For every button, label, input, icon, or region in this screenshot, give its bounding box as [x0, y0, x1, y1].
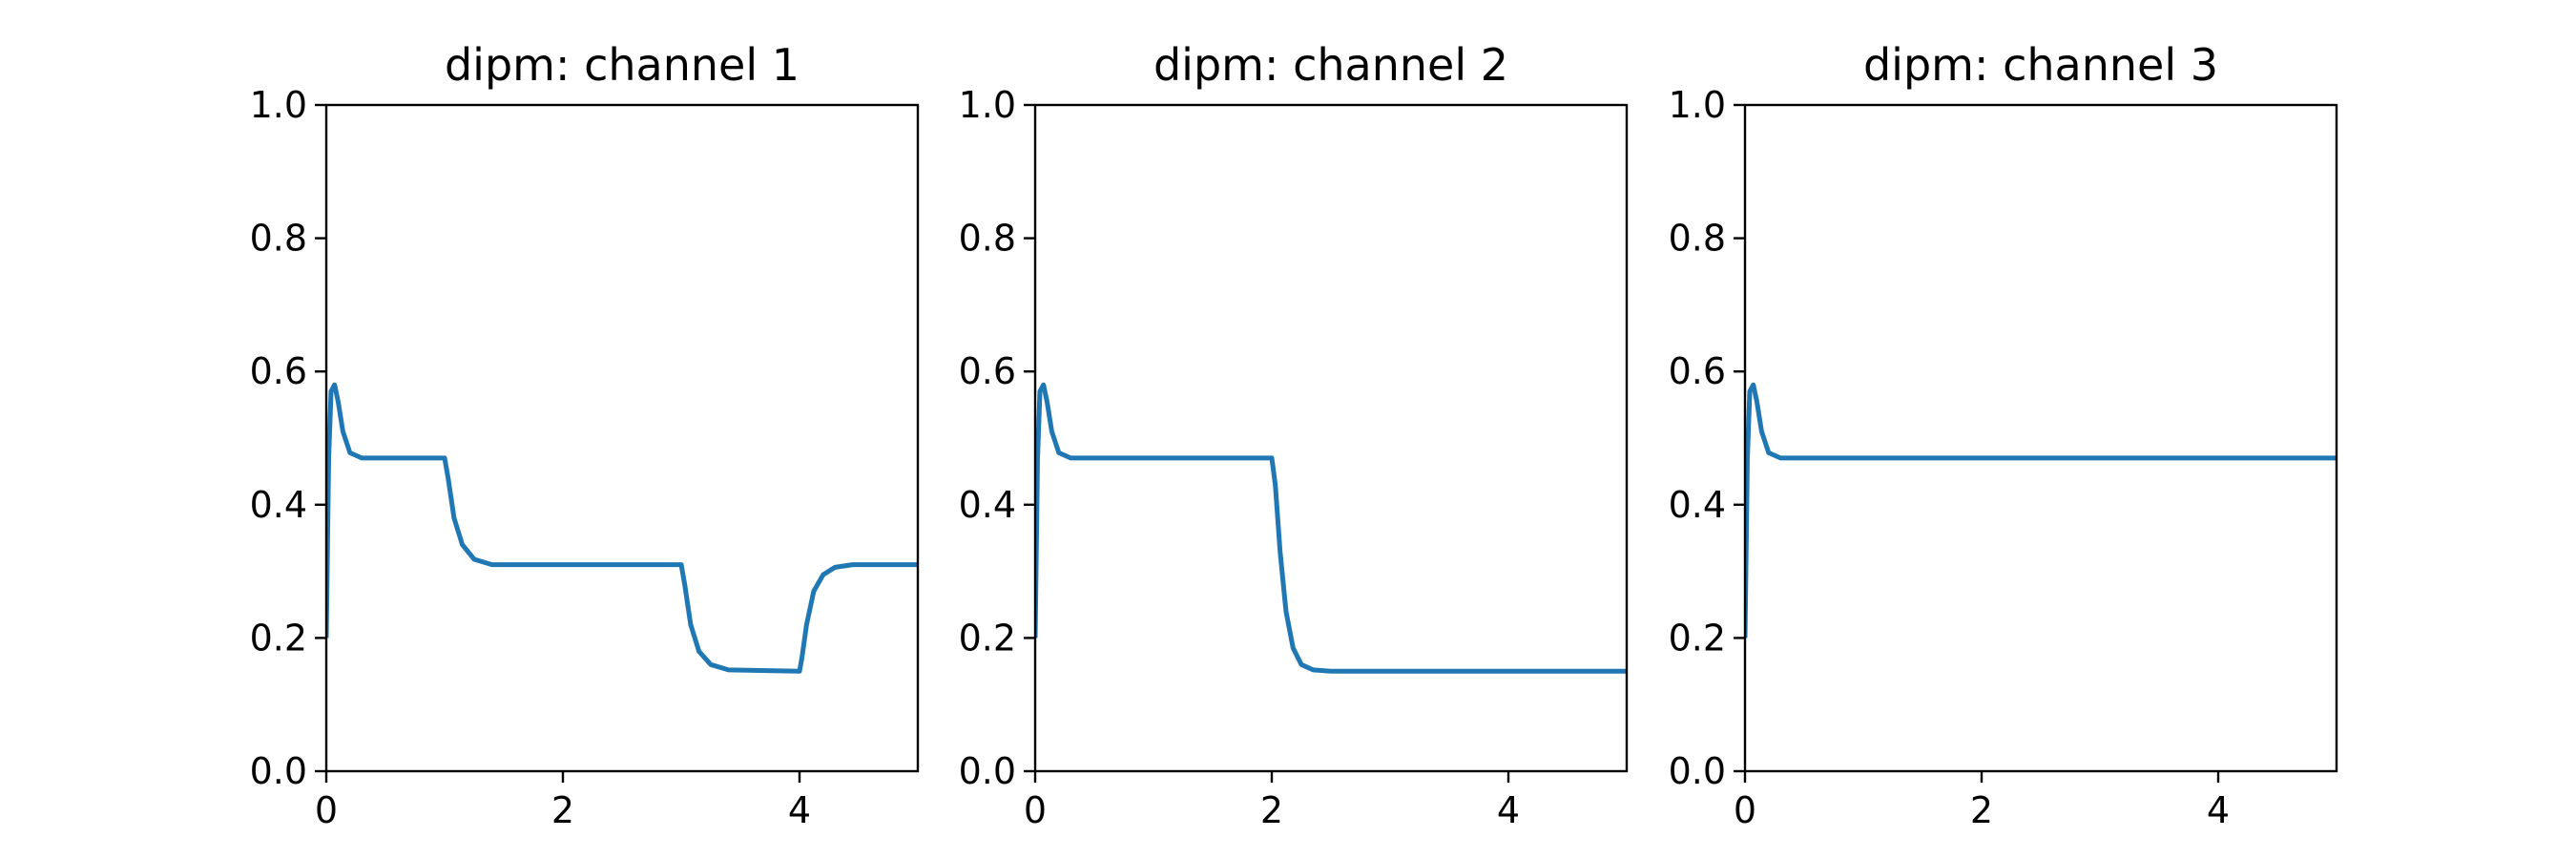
chart-title: dipm: channel 2 [1153, 39, 1508, 91]
chart-panel-2: 0.0 0.2 0.4 0.6 0.8 1.0 0 2 4 dipm: channel 2 [959, 39, 1629, 831]
y-tick-label: 0.6 [1669, 350, 1726, 392]
y-tick-label: 1.0 [250, 84, 307, 126]
series-line-1 [326, 382, 918, 674]
y-tick-label: 1.0 [959, 84, 1016, 126]
y-tick-label: 0.6 [959, 350, 1016, 392]
y-tick-label: 0.0 [250, 750, 307, 792]
y-tick-label: 0.8 [1669, 218, 1726, 260]
axes-frame [324, 103, 920, 773]
axes-frame [1743, 103, 2338, 773]
axes-frame [1033, 103, 1629, 773]
y-tick-label: 0.8 [959, 218, 1016, 260]
y-tick-label: 1.0 [1669, 84, 1726, 126]
x-tick-label: 2 [551, 789, 574, 831]
y-tick-label: 0.0 [1669, 750, 1726, 792]
series-line-1 [1745, 382, 2337, 639]
y-tick-label: 0.4 [250, 484, 307, 526]
chart-panel-1: 0.0 0.2 0.4 0.6 0.8 1.0 0 2 4 dipm: channel 1 [250, 39, 920, 831]
y-tick-label: 0.4 [959, 484, 1016, 526]
series-line-1 [1035, 382, 1627, 674]
x-tick-label: 4 [1497, 789, 1520, 831]
y-tick-label: 0.2 [959, 617, 1016, 659]
x-tick-label: 2 [1260, 789, 1283, 831]
x-tick-label: 4 [788, 789, 811, 831]
y-tick-label: 0.2 [1669, 617, 1726, 659]
y-tick-label: 0.4 [1669, 484, 1726, 526]
chart-panel-3: 0.0 0.2 0.4 0.6 0.8 1.0 0 2 4 dipm: channel 3 [1669, 39, 2338, 831]
y-tick-label: 0.8 [250, 218, 307, 260]
x-tick-label: 0 [1734, 789, 1756, 831]
chart-title: dipm: channel 3 [1863, 39, 2218, 91]
x-tick-label: 0 [315, 789, 338, 831]
chart-title: dipm: channel 1 [445, 39, 800, 91]
y-tick-label: 0.0 [959, 750, 1016, 792]
x-tick-label: 4 [2207, 789, 2230, 831]
x-tick-label: 2 [1970, 789, 1993, 831]
y-tick-label: 0.2 [250, 617, 307, 659]
x-tick-label: 0 [1024, 789, 1047, 831]
y-tick-label: 0.6 [250, 350, 307, 392]
